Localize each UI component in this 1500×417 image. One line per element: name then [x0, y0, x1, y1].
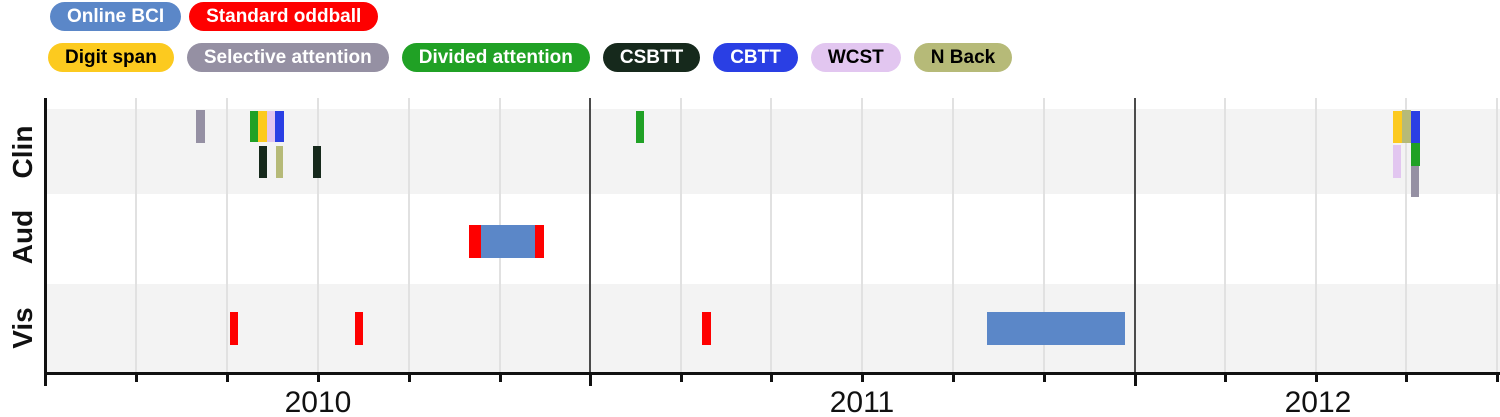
mark-digit-span: [1393, 111, 1402, 143]
minor-tick: [1315, 375, 1318, 382]
legend-pill-divided-attention: Divided attention: [401, 43, 590, 72]
legend-pill-selective-attention: Selective attention: [186, 43, 389, 72]
gridline: [1043, 98, 1045, 372]
gridline: [317, 98, 319, 372]
mark-csbtt: [313, 146, 321, 178]
major-tick: [589, 375, 592, 386]
legend-pill-n-back: N Back: [913, 43, 1013, 72]
legend-pill-standard-oddball: Standard oddball: [189, 2, 379, 31]
y-axis: [44, 98, 47, 375]
gridline: [135, 98, 137, 372]
legend-pill-cbtt: CBTT: [713, 43, 798, 72]
gridline: [1224, 98, 1226, 372]
gridline: [680, 98, 682, 372]
mark-standard-oddball: [469, 225, 481, 258]
row-label-aud: Aud: [7, 209, 38, 265]
minor-tick: [1405, 375, 1408, 382]
legend-pill-wcst: WCST: [810, 43, 901, 72]
minor-tick: [770, 375, 773, 382]
minor-tick: [499, 375, 502, 382]
mark-wcst: [267, 111, 275, 142]
mark-cbtt: [275, 111, 284, 142]
mark-cbtt: [1411, 111, 1420, 143]
gridline: [1315, 98, 1317, 372]
mark-divided-attention: [1411, 143, 1420, 166]
gridline: [861, 98, 863, 372]
row-band-aud: [44, 194, 1500, 284]
row-band-vis: [44, 284, 1500, 372]
minor-tick: [680, 375, 683, 382]
year-label: 2012: [1284, 386, 1352, 417]
gridline: [1496, 98, 1498, 372]
mark-digit-span: [258, 111, 267, 142]
year-label: 2010: [284, 386, 352, 417]
gridline: [408, 98, 410, 372]
row-label-vis: Vis: [7, 307, 38, 349]
mark-selective-attention: [1411, 166, 1419, 197]
minor-tick: [1043, 375, 1046, 382]
gridline: [952, 98, 954, 372]
gridline: [770, 98, 772, 372]
legend-pill-digit-span: Digit span: [48, 43, 174, 72]
legend-row-2: Digit span Selective attention Divided att…: [48, 43, 1013, 72]
mark-divided-attention: [636, 111, 644, 143]
mark-divided-attention: [250, 111, 258, 142]
minor-tick: [317, 375, 320, 382]
mark-standard-oddball: [702, 312, 711, 345]
minor-tick: [952, 375, 955, 382]
year-label: 2011: [829, 386, 895, 417]
mark-online-bci: [481, 225, 535, 258]
minor-tick: [861, 375, 864, 382]
minor-tick: [226, 375, 229, 382]
legend-pill-online-bci: Online BCI: [50, 2, 182, 31]
minor-tick: [1496, 375, 1499, 382]
minor-tick: [135, 375, 138, 382]
minor-tick: [1224, 375, 1227, 382]
gridline: [1405, 98, 1407, 372]
mark-standard-oddball: [535, 225, 544, 258]
year-gridline: [589, 98, 591, 372]
minor-tick: [408, 375, 411, 382]
mark-standard-oddball: [355, 312, 363, 345]
major-tick: [1134, 375, 1137, 386]
mark-n-back: [1402, 110, 1411, 143]
legend-row-1: Online BCI Standard oddball: [50, 2, 379, 31]
mark-standard-oddball: [230, 312, 238, 345]
major-tick: [44, 375, 47, 386]
legend-pill-csbtt: CSBTT: [602, 43, 701, 72]
mark-n-back: [276, 146, 283, 178]
mark-selective-attention: [196, 110, 205, 143]
mark-csbtt: [259, 146, 267, 178]
x-axis: [44, 372, 1500, 375]
row-band-clin: [44, 109, 1500, 194]
mark-wcst: [1393, 145, 1401, 178]
mark-online-bci: [987, 312, 1125, 345]
year-gridline: [1134, 98, 1136, 372]
gridline: [226, 98, 228, 372]
